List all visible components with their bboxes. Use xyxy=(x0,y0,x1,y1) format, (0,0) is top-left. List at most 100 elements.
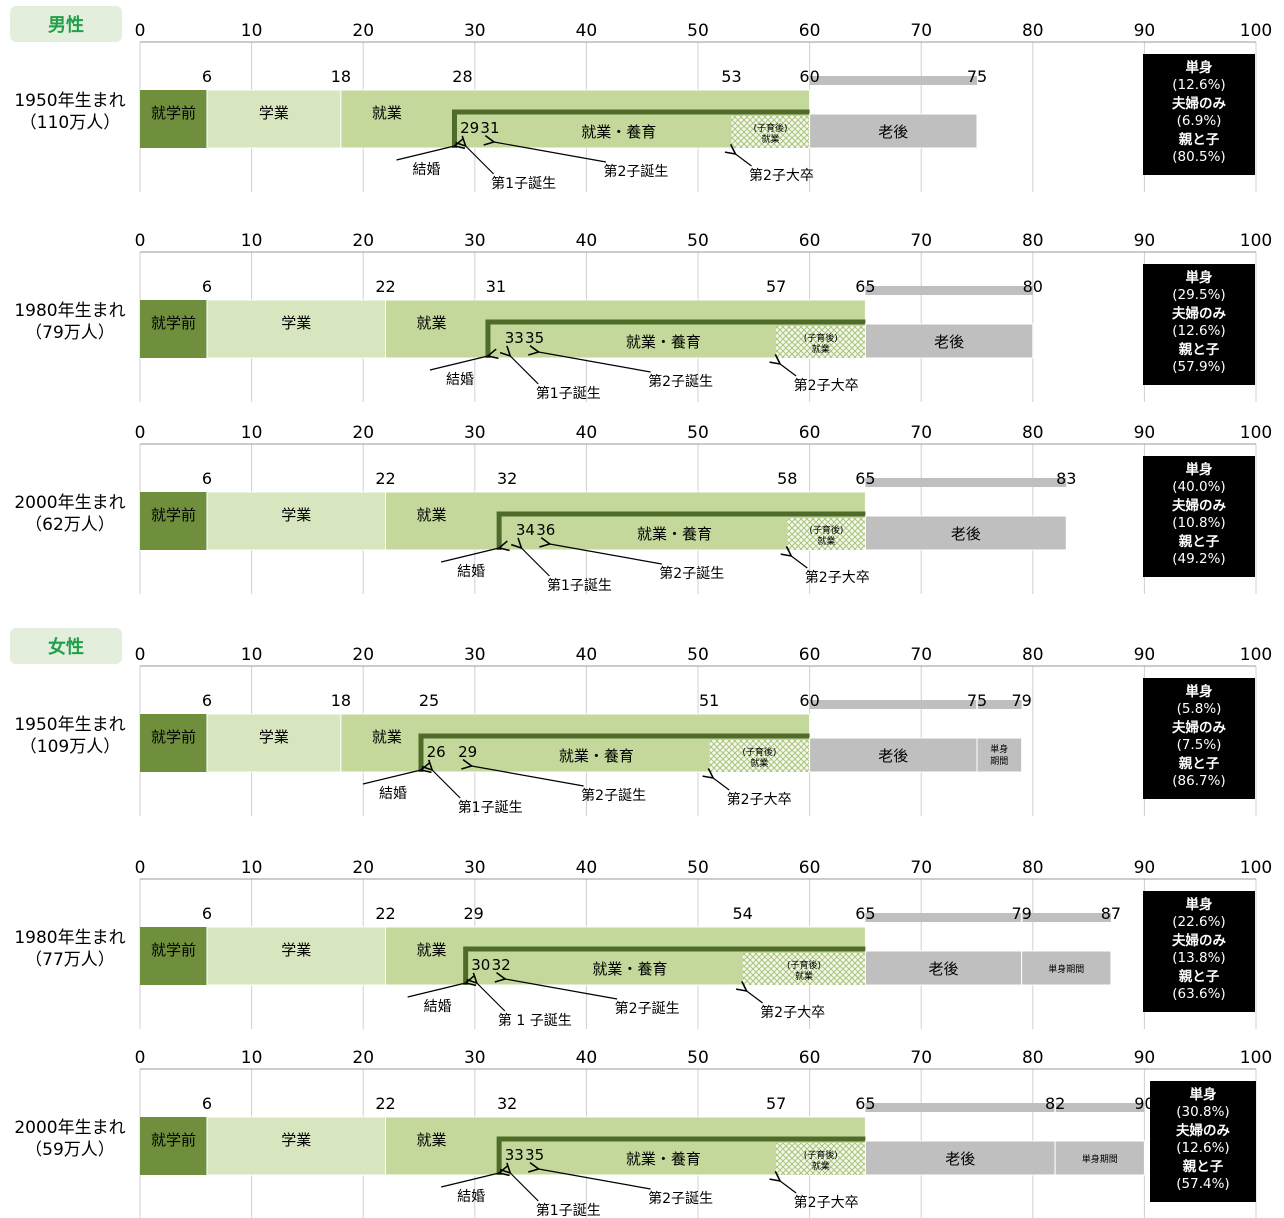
label-after-childcare: (子育後) xyxy=(754,122,788,134)
milestone-label: 54 xyxy=(732,904,752,923)
first-child-age: 33 xyxy=(505,329,524,347)
household-box xyxy=(1143,456,1255,577)
milestone-label: 29 xyxy=(463,904,483,923)
cohort-label: 1950年生まれ xyxy=(14,715,125,735)
label-school: 学業 xyxy=(259,728,289,746)
annotation-marriage: 結婚 xyxy=(424,999,452,1015)
x-tick-label: 70 xyxy=(910,423,932,443)
label-preschool: 就学前 xyxy=(151,506,196,524)
bar-preschool xyxy=(140,714,207,772)
x-tick-label: 60 xyxy=(799,231,821,251)
cohort-population: （79万人） xyxy=(25,323,115,343)
label-work: 就業 xyxy=(372,104,402,122)
label-retirement: 老後 xyxy=(878,747,908,765)
household-box xyxy=(1143,891,1255,1012)
x-tick-label: 50 xyxy=(687,1048,709,1068)
household-parent-child-label: 親と子 xyxy=(1179,755,1220,772)
household-couple-value: (12.6%) xyxy=(1172,323,1225,339)
milestone-label: 6 xyxy=(202,1094,212,1113)
annotation-arrow xyxy=(472,766,584,787)
milestone-label: 87 xyxy=(1101,904,1121,923)
section-badge-bg xyxy=(10,628,122,664)
bar-retirement xyxy=(864,1140,1056,1176)
label-after-childcare-work: 就業 xyxy=(812,343,830,355)
household-single-value: (30.8%) xyxy=(1176,1104,1229,1120)
second-child-age: 29 xyxy=(458,743,477,761)
milestone-label: 25 xyxy=(419,691,439,710)
bar-work-after-childcare xyxy=(731,116,810,148)
x-tick-label: 20 xyxy=(352,858,374,878)
annotation-arrow xyxy=(539,1169,651,1190)
x-tick-label: 30 xyxy=(464,645,486,665)
household-couple-value: (13.8%) xyxy=(1172,950,1225,966)
household-box xyxy=(1143,678,1255,799)
childcare-frame-line xyxy=(485,319,866,358)
milestone-label: 32 xyxy=(497,469,517,488)
annotation-marriage: 結婚 xyxy=(379,786,407,802)
x-tick-label: 90 xyxy=(1134,423,1156,443)
cohort-label: 2000年生まれ xyxy=(14,493,125,513)
bar-preschool xyxy=(140,492,207,550)
milestone-label: 60 xyxy=(799,67,819,86)
annotation-second-child-college: 第2子大卒 xyxy=(805,569,870,586)
x-tick-label: 80 xyxy=(1022,423,1044,443)
x-tick-label: 10 xyxy=(241,231,263,251)
household-parent-child-value: (80.5%) xyxy=(1172,149,1225,165)
x-tick-label: 100 xyxy=(1240,231,1272,251)
milestone-label: 75 xyxy=(967,67,987,86)
bar-retirement xyxy=(809,737,978,773)
x-tick-label: 100 xyxy=(1240,423,1272,443)
section-label: 女性 xyxy=(48,636,84,658)
label-preschool: 就学前 xyxy=(151,941,196,959)
label-single-period: 単身期間 xyxy=(1082,1153,1118,1165)
x-tick-label: 100 xyxy=(1240,21,1272,41)
bar-lifespan-top xyxy=(865,1103,1145,1112)
milestone-label: 83 xyxy=(1056,469,1076,488)
milestone-label: 65 xyxy=(855,469,875,488)
annotation-arrow xyxy=(440,548,499,563)
first-child-age: 26 xyxy=(427,743,446,761)
label-preschool: 就学前 xyxy=(151,104,196,122)
milestone-label: 22 xyxy=(375,277,395,296)
bar-preschool xyxy=(140,90,207,148)
annotation-arrow xyxy=(521,548,550,577)
x-tick-label: 50 xyxy=(687,231,709,251)
bar-lifespan-top xyxy=(809,76,977,85)
milestone-label: 82 xyxy=(1045,1094,1065,1113)
childcare-frame-line xyxy=(496,511,866,550)
milestone-label: 51 xyxy=(699,691,719,710)
x-tick-label: 60 xyxy=(799,1048,821,1068)
x-tick-label: 30 xyxy=(464,231,486,251)
x-tick-label: 10 xyxy=(241,1048,263,1068)
milestone-label: 6 xyxy=(202,67,212,86)
annotation-second-child-college: 第2子大卒 xyxy=(794,377,859,394)
cohort-label: 1950年生まれ xyxy=(14,91,125,111)
childcare-frame-line xyxy=(496,1136,866,1175)
second-child-age: 36 xyxy=(536,521,555,539)
x-tick-label: 90 xyxy=(1134,231,1156,251)
label-work: 就業 xyxy=(417,506,447,524)
x-tick-label: 80 xyxy=(1022,858,1044,878)
cohort-population: （110万人） xyxy=(20,113,120,133)
section-badge-bg xyxy=(10,6,122,42)
milestone-label: 18 xyxy=(331,691,351,710)
x-tick-label: 50 xyxy=(687,423,709,443)
annotation-first-child: 第1子誕生 xyxy=(458,799,523,816)
label-school: 学業 xyxy=(281,1131,311,1149)
annotation-second-child: 第2子誕生 xyxy=(615,1000,680,1017)
x-tick-label: 100 xyxy=(1240,858,1272,878)
label-work: 就業 xyxy=(417,314,447,332)
x-tick-label: 40 xyxy=(576,645,598,665)
annotation-arrow xyxy=(505,979,618,1000)
x-tick-label: 10 xyxy=(241,21,263,41)
annotation-second-child-college: 第2子大卒 xyxy=(794,1194,859,1211)
label-after-childcare-work: 就業 xyxy=(795,970,813,982)
household-couple-label: 夫婦のみ xyxy=(1176,1122,1230,1139)
cohort-label: 2000年生まれ xyxy=(14,1118,125,1138)
household-parent-child-label: 親と子 xyxy=(1179,131,1220,148)
household-parent-child-value: (49.2%) xyxy=(1172,551,1225,567)
label-preschool: 就学前 xyxy=(151,1131,196,1149)
